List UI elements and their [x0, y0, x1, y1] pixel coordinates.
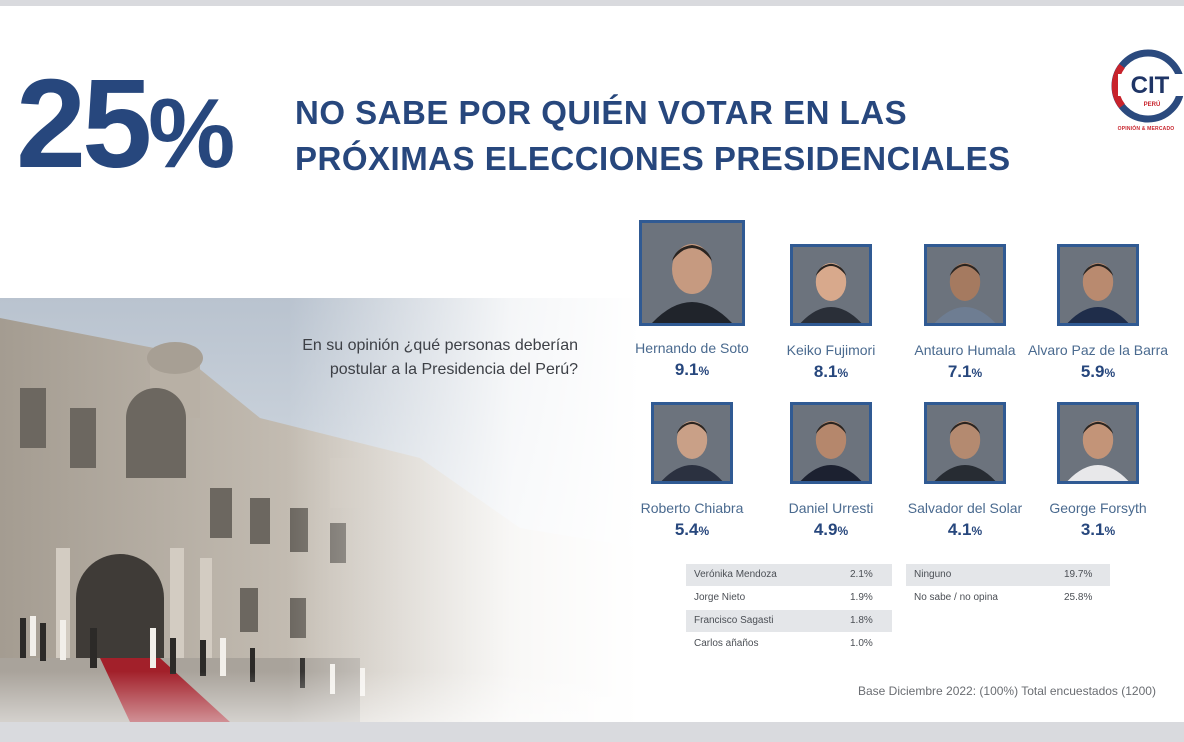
footnote: Base Diciembre 2022: (100%) Total encues… [858, 684, 1156, 698]
row-label: Francisco Sagasti [694, 615, 774, 626]
table-row: Verónika Mendoza 2.1% [686, 564, 892, 586]
candidate-name: Hernando de Soto [635, 340, 749, 356]
candidate-name: Alvaro Paz de la Barra [1027, 342, 1169, 358]
candidate-name: George Forsyth [1049, 500, 1147, 516]
candidate-value: 4.1% [947, 520, 983, 539]
candidate-value: 9.1% [674, 360, 710, 379]
row-value: 19.7% [1064, 569, 1093, 580]
candidate-photo [1057, 244, 1139, 326]
table-row: No sabe / no opina 25.8% [906, 587, 1110, 609]
headline-line-1: NO SABE POR QUIÉN VOTAR EN LAS [295, 94, 908, 131]
logo-tagline: OPINIÓN & MERCADO [1117, 126, 1175, 132]
candidate-name: Keiko Fujimori [786, 342, 876, 358]
candidate-card: Keiko Fujimori 8.1% [757, 244, 905, 382]
candidate-name: Salvador del Solar [907, 500, 1023, 516]
row-label: Ninguno [914, 569, 952, 580]
cit-logo: CIT PERÚ [1111, 49, 1184, 123]
candidate-value: 3.1% [1080, 520, 1116, 539]
question-line-1: En su opinión ¿qué personas deberían [302, 337, 578, 354]
row-label: No sabe / no opina [914, 592, 998, 603]
candidate-photo [790, 402, 872, 484]
candidate-card: George Forsyth 3.1% [1024, 402, 1172, 540]
table-row: Jorge Nieto 1.9% [686, 587, 892, 609]
logo-subtext: PERÚ [1144, 101, 1161, 108]
candidate-photo [924, 402, 1006, 484]
candidate-value: 7.1% [947, 362, 983, 381]
row-value: 1.8% [850, 615, 873, 626]
poll-slide: 25% NO SABE POR QUIÉN VOTAR EN LAS PRÓXI… [0, 6, 1184, 722]
candidate-card: Alvaro Paz de la Barra 5.9% [1024, 244, 1172, 382]
row-label: Verónika Mendoza [694, 569, 777, 580]
row-value: 1.0% [850, 638, 873, 649]
candidate-card: Daniel Urresti 4.9% [757, 402, 905, 540]
candidate-photo [651, 402, 733, 484]
row-label: Carlos añaños [694, 638, 759, 649]
palace-photo [0, 298, 640, 722]
candidate-photo [924, 244, 1006, 326]
row-value: 25.8% [1064, 592, 1093, 603]
candidate-photo [1057, 402, 1139, 484]
candidate-value: 8.1% [813, 362, 849, 381]
question-line-2: postular a la Presidencia del Perú? [329, 361, 578, 378]
candidate-card: Salvador del Solar 4.1% [891, 402, 1039, 540]
candidate-card: Hernando de Soto 9.1% [618, 220, 766, 380]
table-row: Francisco Sagasti 1.8% [686, 610, 892, 632]
candidate-card: Roberto Chiabra 5.4% [618, 402, 766, 540]
survey-question: En su opinión ¿qué personas deberían pos… [260, 334, 578, 382]
headline: NO SABE POR QUIÉN VOTAR EN LAS PRÓXIMAS … [295, 90, 1055, 182]
table-row: Carlos añaños 1.0% [686, 633, 892, 655]
headline-line-2: PRÓXIMAS ELECCIONES PRESIDENCIALES [295, 140, 1011, 177]
logo-text: CIT [1131, 72, 1170, 99]
candidate-name: Antauro Humala [914, 342, 1016, 358]
table-row: Ninguno 19.7% [906, 564, 1110, 586]
headline-percentage: 25% [16, 53, 235, 194]
candidate-value: 5.9% [1080, 362, 1116, 381]
row-label: Jorge Nieto [694, 592, 746, 603]
candidate-name: Roberto Chiabra [640, 500, 744, 516]
candidate-photo [639, 220, 745, 326]
candidate-value: 5.4% [674, 520, 710, 539]
candidate-name: Daniel Urresti [788, 500, 874, 516]
candidate-value: 4.9% [813, 520, 849, 539]
headline-percent-sign: % [148, 78, 235, 188]
row-value: 2.1% [850, 569, 873, 580]
candidate-photo [790, 244, 872, 326]
row-value: 1.9% [850, 592, 873, 603]
headline-number: 25 [16, 53, 152, 194]
candidate-card: Antauro Humala 7.1% [891, 244, 1039, 382]
